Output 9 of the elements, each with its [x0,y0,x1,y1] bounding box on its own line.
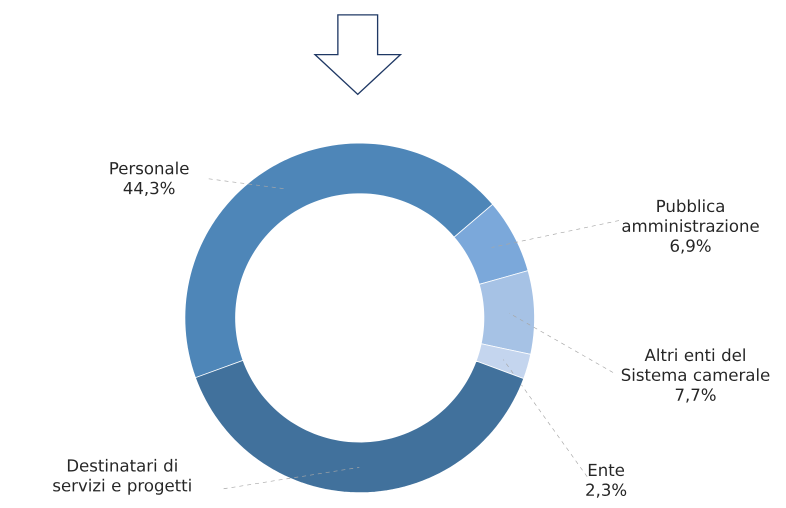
slice-label: Personale [110,162,189,175]
slice-label: Ente [588,464,624,476]
slice-label: Altri enti del Sistema camerale [622,348,770,382]
slice-label: Pubblica amministrazione [622,200,759,232]
data-label: 44,3% [124,182,174,196]
data-label: 7,7% [676,388,716,403]
slice-label: Destinatari di servizi e progetti [53,459,191,495]
data-label: 2,3% [586,484,626,498]
data-label: 6,9% [670,240,711,254]
